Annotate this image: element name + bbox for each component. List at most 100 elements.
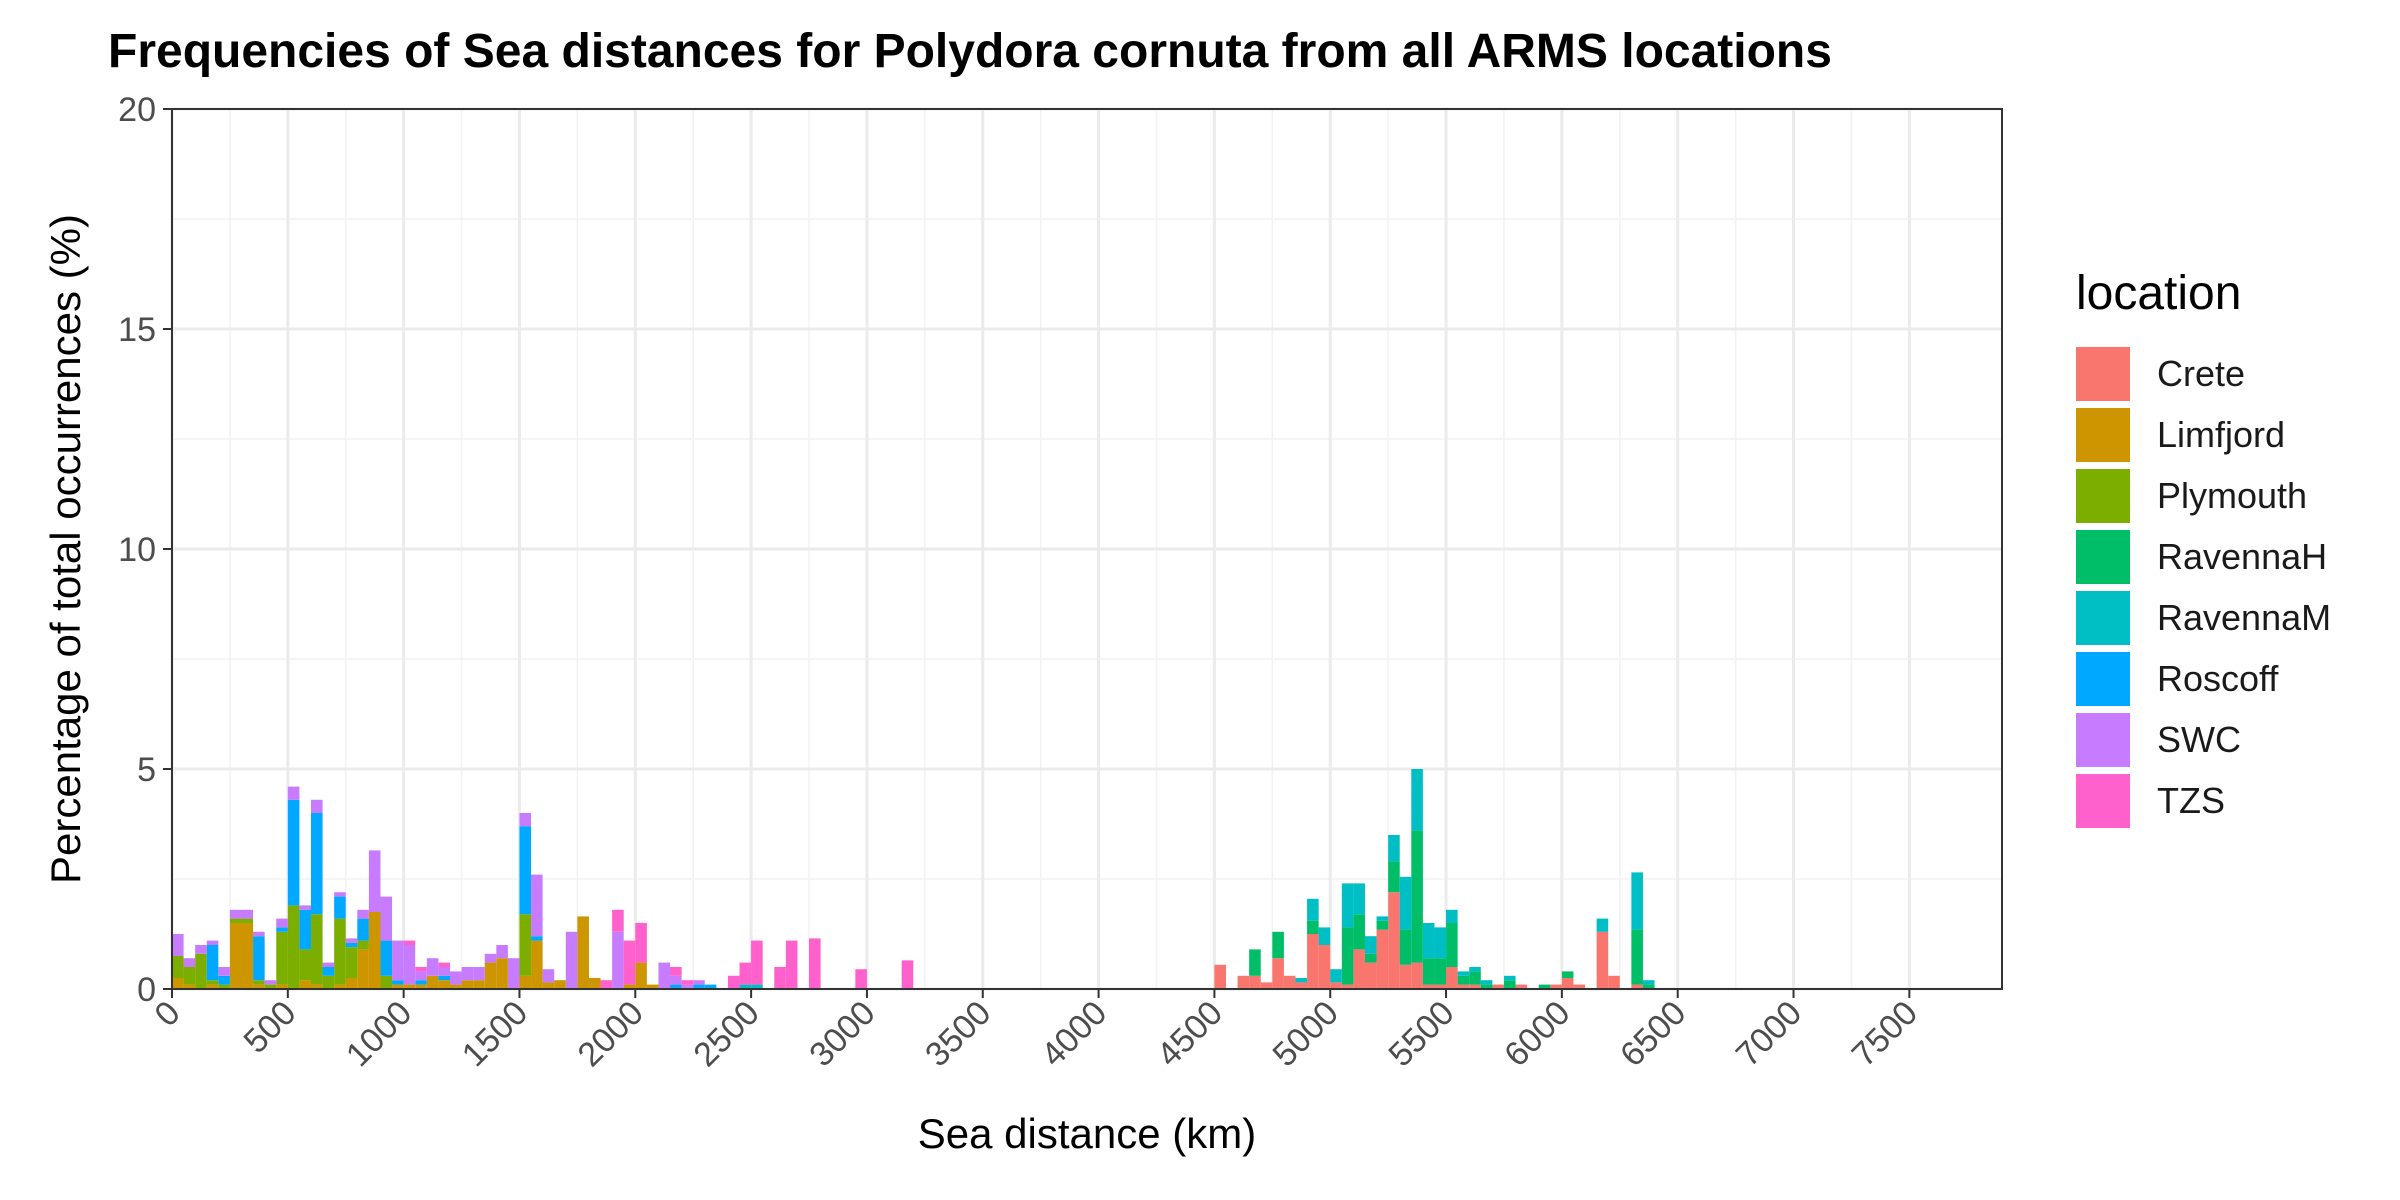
bar-ravennah-6000: [1561, 971, 1574, 978]
bar-tzs-1850: [600, 980, 613, 989]
bar-limfjord-0: [172, 978, 184, 989]
bar-crete-5100: [1353, 949, 1365, 989]
bar-plymouth-650: [322, 975, 335, 989]
bar-swc-800: [357, 909, 369, 919]
bar-crete-5600: [1469, 984, 1481, 989]
legend-label: Roscoff: [2157, 657, 2279, 699]
bar-swc-1100: [426, 958, 439, 976]
bar-swc-850: [368, 850, 381, 912]
bar-swc-450: [276, 918, 288, 928]
bar-plymouth-50: [183, 967, 196, 985]
bar-ravennam-5550: [1457, 971, 1470, 976]
bar-swc-750: [345, 938, 358, 943]
legend-swatch: [2076, 651, 2130, 706]
bar-limfjord-1100: [426, 975, 439, 989]
bar-tzs-3150: [901, 960, 914, 989]
legend-item-roscoff: Roscoff: [2076, 648, 2331, 709]
bar-plymouth-1500: [519, 914, 532, 976]
bar-crete-4850: [1295, 982, 1308, 989]
bar-roscoff-1050: [415, 980, 427, 985]
bar-crete-5150: [1364, 962, 1377, 989]
bar-roscoff-200: [218, 975, 230, 985]
bar-crete-4500: [1214, 964, 1226, 989]
bar-ravennam-5150: [1364, 936, 1377, 954]
bar-crete-6150: [1596, 931, 1609, 989]
bar-ravennah-6350: [1642, 984, 1655, 989]
legend-swatch: [2076, 773, 2130, 828]
bar-ravennam-2450: [739, 984, 752, 989]
bar-crete-5800: [1515, 984, 1528, 989]
bar-tzs-2650: [785, 940, 798, 989]
bar-limfjord-2050: [646, 984, 659, 989]
bar-swc-650: [322, 962, 335, 967]
y-tick-label: 5: [137, 751, 156, 789]
bar-limfjord-850: [368, 912, 381, 989]
legend: location Crete Limfjord Plymouth RavennaH Ra…: [2076, 266, 2331, 831]
bar-ravennam-5400: [1422, 923, 1435, 959]
bar-swc-950: [392, 940, 404, 981]
bar-limfjord-1600: [542, 982, 555, 989]
bar-roscoff-450: [276, 927, 288, 932]
legend-item-crete: Crete: [2076, 343, 2331, 404]
bar-ravennah-5050: [1341, 927, 1354, 985]
legend-items: Crete Limfjord Plymouth RavennaH RavennaM Ros…: [2076, 343, 2331, 831]
bar-plymouth-300: [241, 918, 254, 923]
bar-plymouth-350: [253, 980, 265, 985]
y-tick-label: 15: [118, 311, 156, 349]
bar-swc-250: [229, 909, 242, 919]
legend-label: SWC: [2157, 718, 2241, 760]
bar-crete-4700: [1260, 982, 1273, 989]
legend-label: Crete: [2157, 352, 2246, 394]
legend-swatch: [2076, 407, 2130, 462]
x-tick-label: 7000: [1729, 994, 1809, 1074]
bar-ravennah-6300: [1631, 929, 1643, 985]
bar-swc-2250: [693, 980, 705, 985]
bar-crete-4950: [1318, 945, 1331, 989]
bar-ravennah-4650: [1249, 949, 1261, 976]
bar-ravennam-5750: [1503, 975, 1516, 981]
x-tick-label: 6500: [1613, 994, 1693, 1074]
bar-tzs-2400: [727, 975, 740, 989]
bar-ravennam-4950: [1318, 927, 1331, 945]
bar-ravennam-5100: [1353, 883, 1365, 915]
bar-tzs-2450: [739, 962, 752, 985]
bar-limfjord-1950: [623, 984, 636, 989]
bar-roscoff-500: [287, 799, 300, 906]
legend-label: RavennaM: [2157, 596, 2332, 638]
bar-swc-1150: [438, 967, 450, 976]
chart-title: Frequencies of Sea distances for Polydor…: [108, 25, 1832, 78]
legend-item-limfjord: Limfjord: [2076, 404, 2331, 465]
bar-plymouth-900: [380, 975, 393, 989]
bar-swc-1600: [542, 969, 555, 983]
bar-plymouth-200: [218, 984, 230, 989]
bar-swc-100: [195, 945, 207, 954]
x-tick-label: 4000: [1034, 994, 1114, 1074]
legend-swatch: [2076, 529, 2130, 584]
bar-swc-2200: [681, 984, 694, 989]
bar-tzs-2950: [855, 969, 867, 989]
bar-crete-5250: [1388, 892, 1400, 989]
legend-swatch: [2076, 590, 2130, 645]
bar-limfjord-1800: [588, 978, 601, 989]
bar-limfjord-1300: [473, 980, 485, 989]
bar-swc-1400: [496, 945, 508, 959]
x-tick-label: 1500: [455, 994, 535, 1074]
x-tick-label: 7500: [1845, 994, 1925, 1074]
bar-plymouth-450: [276, 931, 288, 985]
bar-tzs-1150: [438, 962, 450, 967]
bar-roscoff-1500: [519, 826, 532, 915]
bar-ravennam-5350: [1411, 769, 1423, 831]
bar-swc-550: [299, 905, 311, 910]
bar-swc-2100: [658, 962, 671, 989]
bar-roscoff-600: [310, 813, 323, 915]
bar-ravennam-5050: [1341, 883, 1354, 928]
bar-swc-500: [287, 786, 300, 800]
x-tick-label: 0: [147, 994, 187, 1034]
bar-roscoff-700: [334, 896, 346, 919]
legend-item-ravennah: RavennaH: [2076, 526, 2331, 587]
bar-tzs-2200: [681, 980, 694, 985]
x-tick-label: 2500: [686, 994, 766, 1074]
bar-ravennah-5450: [1434, 958, 1447, 985]
bar-crete-6200: [1608, 975, 1620, 989]
